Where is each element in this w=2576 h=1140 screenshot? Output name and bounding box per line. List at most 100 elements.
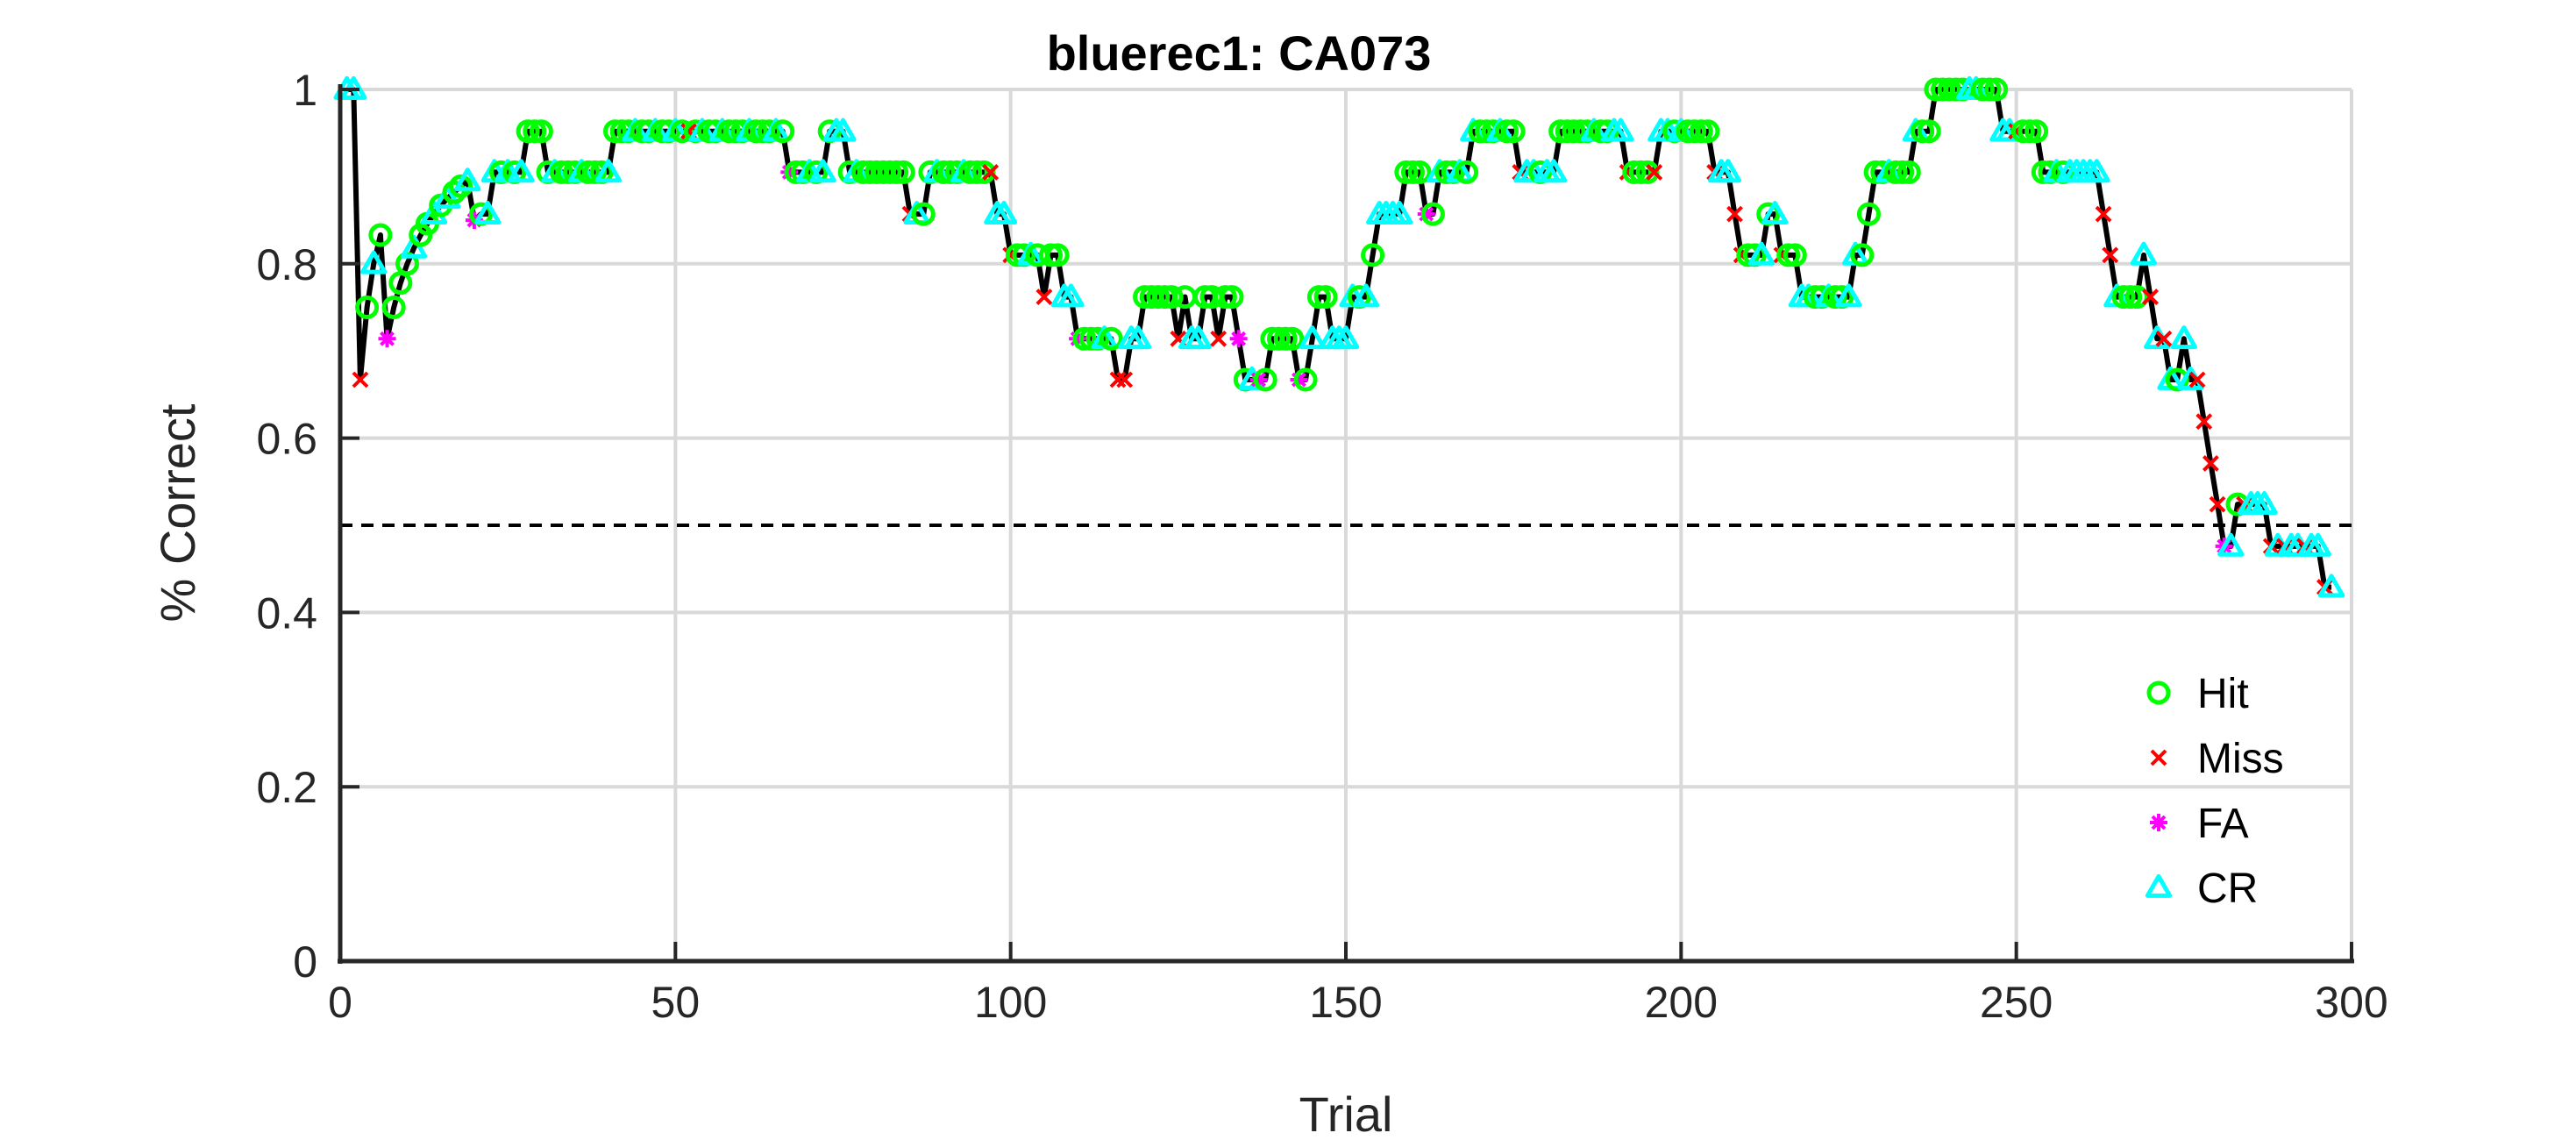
data-point-miss (1109, 371, 1127, 388)
data-point-cr (594, 159, 623, 183)
data-point-hit (1045, 243, 1070, 267)
data-point-hit (355, 296, 380, 319)
tick-labels: 0 50 100 150 200 250 300 0 0.2 0.4 0.6 0.8 1 (256, 66, 2387, 1027)
legend-label-miss: Miss (2197, 736, 2284, 782)
data-point-hit (1253, 367, 1277, 392)
data-point-cr (420, 200, 448, 224)
data-point-cr (2170, 325, 2197, 350)
grid (338, 88, 2353, 963)
data-point-hit (1455, 160, 1479, 184)
data-point-cr (508, 159, 535, 183)
data-point-miss (1646, 164, 1663, 181)
data-point-miss (1035, 289, 1053, 305)
legend-label-cr: CR (2197, 866, 2258, 912)
data-point-cr (1540, 159, 1568, 183)
data-point-hit (2124, 285, 2149, 310)
data-point-cr (2083, 159, 2110, 183)
legend: Hit Miss FA CR (2145, 671, 2284, 912)
y-tick-label: 0.8 (256, 240, 317, 289)
data-point-hit (1313, 285, 1338, 310)
data-point-hit (529, 119, 553, 144)
data-point-hit (1220, 285, 1244, 310)
data-point-hit (911, 202, 936, 226)
y-tick-label: 0.6 (256, 415, 317, 464)
x-tick-label: 100 (974, 978, 1047, 1027)
data-point-fa (1229, 330, 1248, 348)
x-axis-label: Trial (1299, 1087, 1393, 1140)
data-point-fa (1290, 371, 1308, 389)
data-point-cr (1057, 283, 1085, 308)
data-point-miss (2095, 205, 2112, 223)
legend-label-hit: Hit (2197, 671, 2249, 717)
data-point-hit (1361, 243, 1385, 267)
data-point-cr (1332, 325, 1360, 350)
legend-marker-miss (2150, 749, 2167, 766)
data-point-cr (1761, 200, 1789, 224)
data-point-cr (829, 118, 857, 142)
data-point-miss (2209, 495, 2226, 513)
y-tick-label: 1 (293, 66, 317, 115)
data-point-fa (1417, 205, 1435, 224)
data-point-miss (2195, 413, 2213, 431)
data-point-cr (2317, 574, 2345, 598)
data-point-miss (1210, 330, 1228, 347)
data-point-miss (2142, 289, 2160, 305)
data-point-cr (454, 167, 481, 192)
data-point-fa (378, 330, 396, 348)
data-point-fa (1249, 371, 1268, 389)
data-point-hit (1407, 160, 1432, 184)
data-point-hit (1280, 326, 1305, 351)
data-point-miss (1726, 205, 1743, 223)
data-point-miss (352, 371, 369, 388)
data-point-cr (434, 185, 461, 210)
data-point-hit (1293, 367, 1318, 392)
data-point-hit (2225, 492, 2250, 517)
data-point-hit (1501, 119, 1526, 144)
data-point-hit (1696, 119, 1720, 144)
data-point-cr (1352, 283, 1380, 308)
data-point-cr (990, 200, 1018, 224)
data-point-hit (1856, 202, 1881, 226)
data-point-hit (1850, 243, 1875, 267)
legend-label-fa: FA (2197, 801, 2249, 847)
data-point-miss (2188, 371, 2206, 388)
data-point-hit (1099, 326, 1123, 351)
data-point-hit (891, 160, 915, 184)
markers-group (333, 75, 2345, 598)
x-tick-label: 250 (1980, 978, 2053, 1027)
data-point-cr (1607, 118, 1634, 142)
data-point-hit (2165, 367, 2189, 392)
x-tick-label: 50 (651, 978, 701, 1027)
data-point-hit (670, 119, 694, 144)
data-point-hit (1783, 243, 1807, 267)
data-point-hit (971, 160, 996, 184)
data-point-hit (1896, 160, 1921, 184)
chart-title: bluerec1: CA073 (1047, 25, 1432, 81)
data-point-hit (1635, 160, 1660, 184)
data-point-hit (1984, 77, 2009, 102)
data-point-miss (2102, 246, 2119, 264)
data-point-cr (1747, 241, 1775, 266)
data-point-cr (1124, 325, 1152, 350)
data-point-fa (1069, 330, 1087, 348)
data-point-hit (1159, 285, 1184, 310)
legend-marker-hit (2146, 680, 2171, 705)
data-point-hit (1420, 202, 1445, 226)
data-point-cr (1835, 283, 1862, 308)
y-tick-label: 0.4 (256, 588, 317, 638)
x-tick-label: 300 (2315, 978, 2387, 1027)
y-tick-label: 0.2 (256, 763, 317, 812)
data-point-miss (982, 164, 1000, 181)
data-point-cr (2251, 490, 2278, 515)
legend-marker-fa (2150, 814, 2167, 831)
data-point-cr (1299, 325, 1326, 350)
data-point-hit (368, 223, 393, 247)
data-point-cr (474, 200, 502, 224)
y-tick-label: 0 (293, 937, 317, 987)
axes (338, 84, 2354, 964)
data-point-cr (809, 159, 836, 183)
x-tick-label: 200 (1645, 978, 1718, 1027)
data-point-hit (449, 174, 473, 198)
data-point-hit (771, 119, 795, 144)
